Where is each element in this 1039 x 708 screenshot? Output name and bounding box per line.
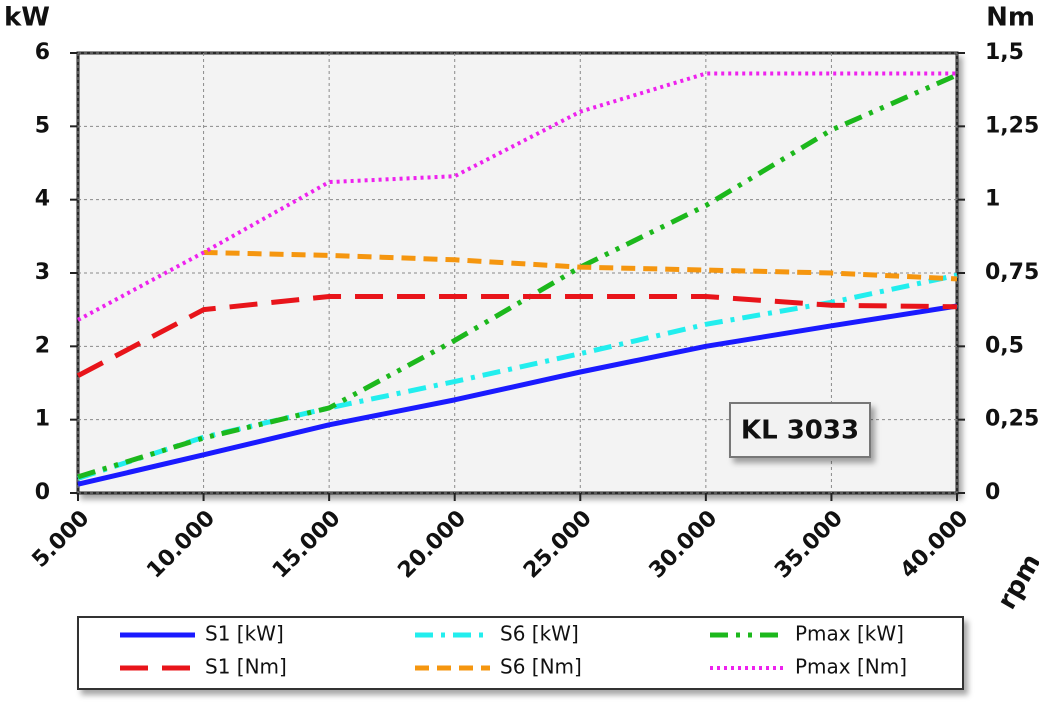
x-tick-label: 10.000 [142, 506, 220, 584]
legend-label: Pmax [Nm] [795, 655, 907, 679]
y-tick-label: 3 [35, 260, 50, 285]
legend-label: S6 [kW] [500, 622, 579, 646]
series-line [77, 303, 958, 487]
legend-label: S1 [Nm] [205, 655, 287, 679]
y2-tick-label: 0,25 [985, 407, 1039, 432]
x-tick-label: 20.000 [393, 506, 471, 584]
y2-tick-label: 1,5 [985, 40, 1024, 65]
y2-tick-label: 0,5 [985, 333, 1024, 358]
legend-label: Pmax [kW] [795, 622, 904, 646]
x-tick-label: 40.000 [896, 506, 974, 584]
y-tick-label: 5 [35, 113, 50, 138]
x-axis-label: rpm [992, 549, 1039, 615]
series-line [203, 249, 958, 282]
x-tick-label: 35.000 [770, 506, 848, 584]
y2-tick-label: 1,25 [985, 113, 1039, 138]
y2-axis-label: Nm [986, 3, 1035, 33]
x-tick-label: 5.000 [28, 506, 95, 573]
annotation: KL 3033 [741, 416, 859, 446]
y-tick-label: 1 [35, 407, 50, 432]
legend-label: S6 [Nm] [500, 655, 582, 679]
y2-tick-label: 0,75 [985, 260, 1039, 285]
x-tick-label: 15.000 [268, 506, 346, 584]
x-tick-label: 30.000 [645, 506, 723, 584]
y-tick-label: 4 [35, 187, 50, 212]
series-line [77, 72, 959, 480]
y-axis-label: kW [4, 3, 50, 33]
legend-box [77, 616, 964, 690]
y2-tick-label: 1 [985, 187, 1000, 212]
y-tick-label: 6 [35, 40, 50, 65]
y-tick-label: 0 [35, 480, 50, 505]
y2-tick-label: 0 [985, 480, 1000, 505]
legend-label: S1 [kW] [205, 622, 284, 646]
annotation-box [729, 402, 871, 458]
y-tick-label: 2 [35, 333, 50, 358]
x-tick-label: 25.000 [519, 506, 597, 584]
